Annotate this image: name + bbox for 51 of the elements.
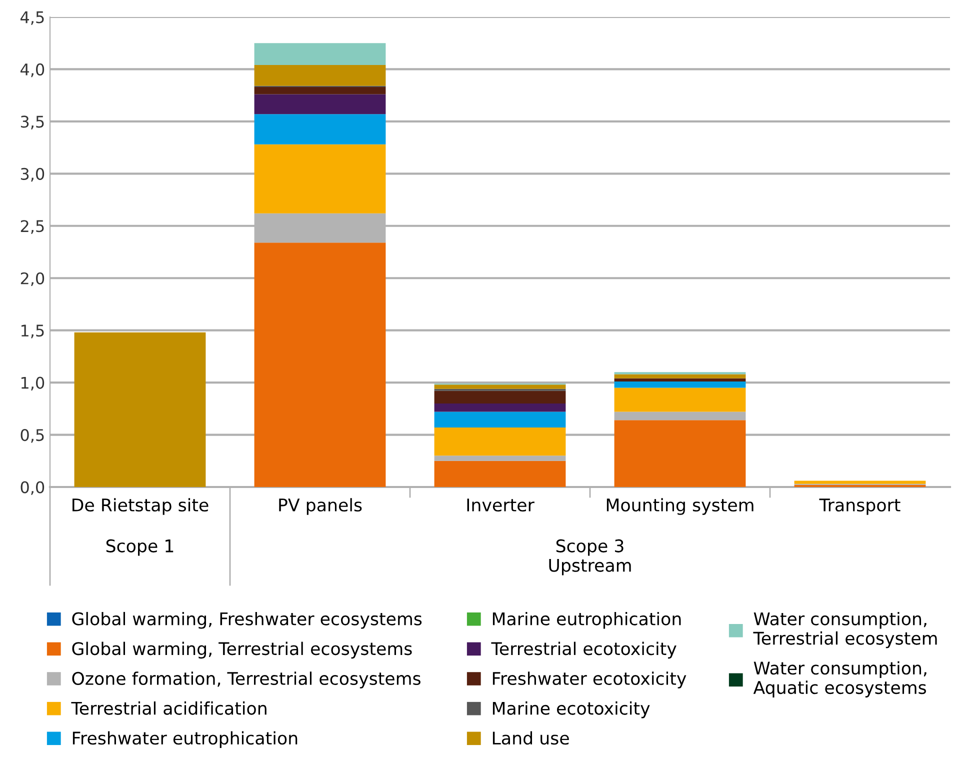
bar <box>434 412 566 428</box>
y-tick-label: 3,0 <box>20 168 44 182</box>
bar <box>614 378 746 382</box>
bar <box>614 374 746 378</box>
bar <box>794 480 926 484</box>
bar <box>434 460 566 487</box>
bar <box>434 384 566 389</box>
bar <box>614 388 746 412</box>
text: Scope 1 <box>106 539 174 556</box>
bar <box>614 412 746 420</box>
bar <box>254 43 386 66</box>
x-tick-label: Transport <box>819 498 900 515</box>
x-tick-label: De Rietstap site <box>72 498 208 515</box>
bar <box>254 242 386 487</box>
legend-label: Freshwater ecotoxicity <box>492 672 686 688</box>
y-tick-label: 0,5 <box>20 428 44 443</box>
bar <box>254 65 386 86</box>
legend-label: Water consumption, Terrestrial ecosystem <box>753 612 937 648</box>
x-tick-label: Inverter <box>467 498 534 512</box>
bar <box>254 144 386 214</box>
y-tick-label: 1,0 <box>21 376 44 390</box>
legend-label: Terrestrial ecotoxicity <box>491 642 676 659</box>
y-tick-label: 2,0 <box>20 272 44 286</box>
x-tick-label: PV panels <box>279 498 362 515</box>
x-tick-label: Mounting system <box>606 498 754 515</box>
bar <box>254 86 386 94</box>
bar <box>434 403 566 412</box>
legend-label: Marine eutrophication <box>492 612 681 629</box>
bar <box>434 427 566 456</box>
y-tick-label: 4,0 <box>20 63 44 78</box>
y-tick-label: 3,5 <box>20 116 44 130</box>
legend-label: Global warming, Terrestrial ecosystems <box>72 642 412 659</box>
bar <box>74 332 206 487</box>
y-tick-label: 2,5 <box>20 220 44 234</box>
bar <box>434 456 566 461</box>
bar <box>434 390 566 404</box>
bar <box>614 382 746 388</box>
legend-label: Water consumption, Aquatic ecosystems <box>753 661 926 698</box>
legend-label: Global warming, Freshwater ecosystems <box>72 612 422 629</box>
y-tick-label: 4,5 <box>20 11 44 25</box>
legend-label: Terrestrial acidification <box>71 701 266 715</box>
y-tick-label: 1,5 <box>21 324 44 338</box>
text: Scope 3 Upstream <box>549 539 631 576</box>
bar <box>614 420 746 487</box>
legend-label: Ozone formation, Terrestrial ecosystems <box>72 672 420 688</box>
bar <box>254 94 386 114</box>
bar <box>254 114 386 144</box>
y-tick-label: 0,0 <box>20 481 44 495</box>
legend-label: Land use <box>492 731 569 745</box>
legend-label: Freshwater eutrophication <box>72 731 298 748</box>
legend-label: Marine ecotoxicity <box>492 701 650 718</box>
